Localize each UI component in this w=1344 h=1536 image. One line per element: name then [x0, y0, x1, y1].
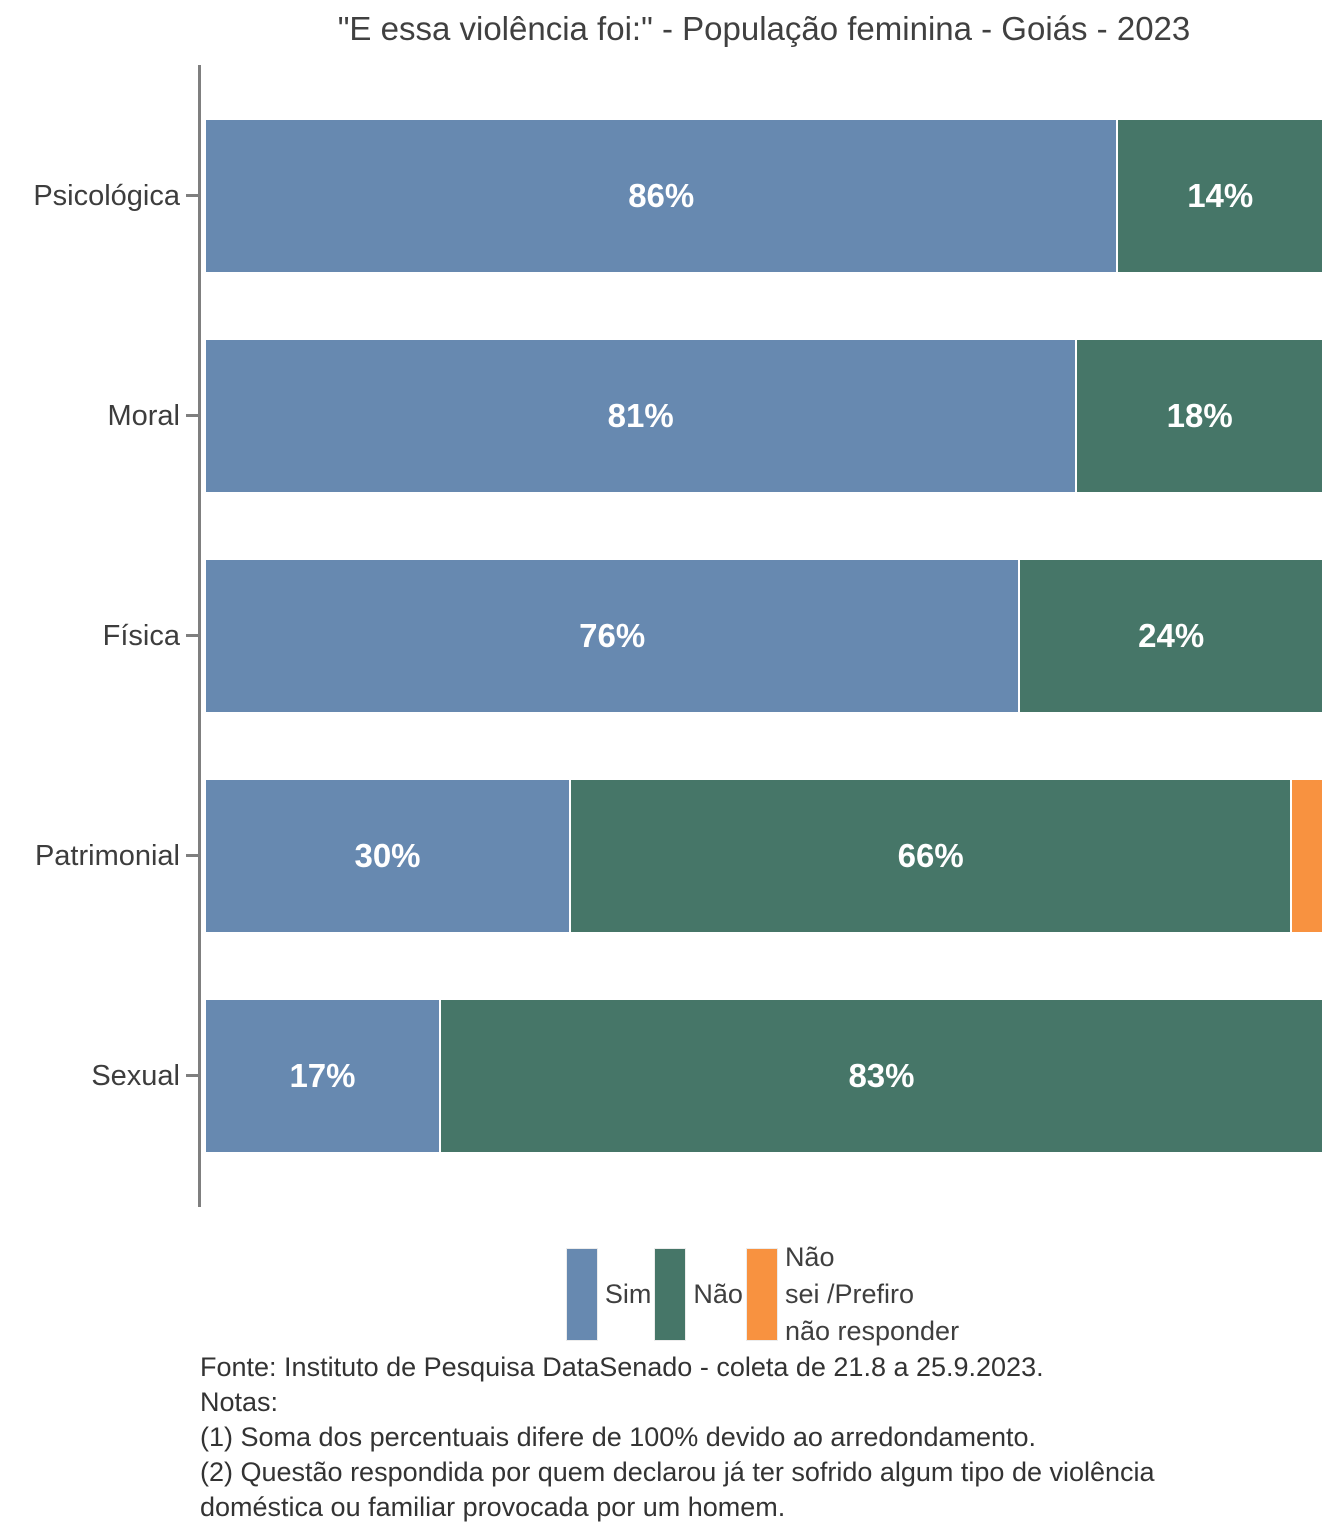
axis-tick: [186, 634, 198, 637]
legend-swatch: [745, 1247, 778, 1341]
stacked-bar: 76% 24%: [206, 560, 1322, 712]
y-axis-line: [198, 65, 201, 1207]
legend: Sim Não Não sei /Prefiro não responder: [206, 1242, 1322, 1346]
bar-segment: 86%: [206, 120, 1117, 272]
category-label: Psicológica: [33, 179, 180, 212]
bar-segment: 17%: [206, 1000, 439, 1152]
legend-entry: Não sei /Prefiro não responder: [745, 1239, 962, 1350]
stacked-bar: 30% 66%: [206, 780, 1322, 932]
axis-tick: [186, 854, 198, 857]
stacked-bar: 86% 14%: [206, 120, 1322, 272]
legend-label-line: Sim: [604, 1278, 652, 1309]
bar-segment: 81%: [206, 340, 1076, 492]
axis-tick: [186, 194, 198, 197]
legend-entry: Não: [654, 1247, 746, 1341]
footer-notes-heading: Notas:: [200, 1387, 279, 1417]
footer-notes: Fonte: Instituto de Pesquisa DataSenado …: [200, 1350, 1256, 1525]
bar-segment: 14%: [1118, 120, 1322, 272]
category-label: Física: [102, 619, 180, 652]
legend-label-line: não responder: [784, 1315, 960, 1346]
stacked-bar: 17% 83%: [206, 1000, 1322, 1152]
footer-note-1: (1) Soma dos percentuais difere de 100% …: [200, 1422, 1037, 1452]
axis-tick: [186, 414, 198, 417]
chart-row: Patrimonial 30% 66%: [0, 780, 1344, 932]
legend-label: Sim: [605, 1276, 652, 1313]
bar-segment: 83%: [440, 1000, 1322, 1152]
legend-label: Não: [693, 1276, 743, 1313]
stacked-bar: 81% 18%: [206, 340, 1322, 492]
bar-segment: 24%: [1020, 560, 1322, 712]
chart-row: Sexual 17% 83%: [0, 1000, 1344, 1152]
bar-segment: [1292, 780, 1322, 932]
bar-segment: 30%: [206, 780, 569, 932]
bar-segment: 18%: [1077, 340, 1322, 492]
chart-row: Física 76% 24%: [0, 560, 1344, 712]
legend-swatch: [654, 1247, 687, 1341]
axis-tick: [186, 1074, 198, 1077]
legend-label-line: Não: [784, 1241, 835, 1272]
legend-swatch: [565, 1247, 598, 1341]
legend-label-line: sei /Prefiro: [784, 1278, 914, 1309]
chart-row: Moral 81% 18%: [0, 340, 1344, 492]
chart-row: Psicológica 86% 14%: [0, 120, 1344, 272]
legend-label-line: Não: [693, 1278, 743, 1309]
bar-segment: 76%: [206, 560, 1019, 712]
bar-segment: 66%: [571, 780, 1291, 932]
category-label: Sexual: [91, 1059, 180, 1092]
chart-title: "E essa violência foi:" - População femi…: [337, 10, 1191, 47]
footer-note-2: (2) Questão respondida por quem declarou…: [200, 1457, 1155, 1522]
category-label: Moral: [107, 399, 180, 432]
footer-source-line: Fonte: Instituto de Pesquisa DataSenado …: [200, 1352, 1044, 1382]
legend-entry: Sim: [565, 1247, 655, 1341]
legend-label: Não sei /Prefiro não responder: [785, 1239, 959, 1350]
category-label: Patrimonial: [34, 839, 180, 872]
